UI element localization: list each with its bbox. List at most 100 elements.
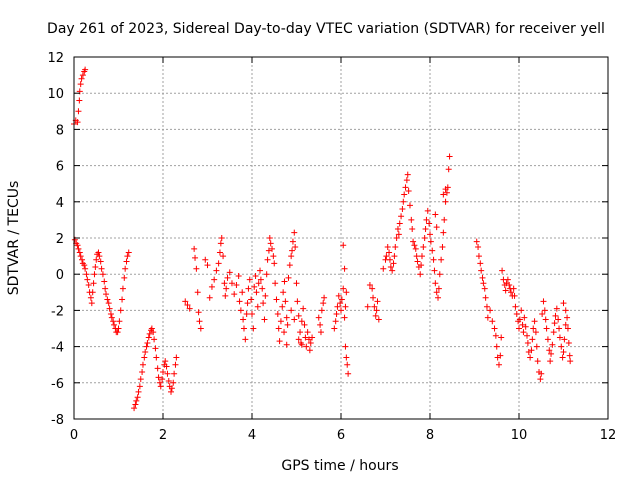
data-point [292, 244, 299, 251]
y-tick-label: 6 [56, 160, 64, 175]
data-point [539, 311, 546, 318]
data-point [502, 287, 509, 294]
data-point [279, 303, 286, 310]
y-tick-label: 8 [56, 123, 64, 138]
data-point [170, 379, 177, 386]
data-point [192, 254, 199, 261]
data-point [305, 336, 312, 343]
data-point [433, 224, 440, 231]
data-point [257, 276, 264, 283]
data-point [403, 177, 410, 184]
data-point [400, 198, 407, 205]
data-point [108, 314, 115, 321]
data-point [527, 354, 534, 361]
data-point [196, 318, 203, 325]
x-tick-label: 0 [70, 428, 78, 443]
data-point [197, 325, 204, 332]
data-point [95, 249, 102, 256]
data-point [484, 314, 491, 321]
data-point [482, 294, 489, 301]
data-point [115, 325, 122, 332]
data-point [293, 280, 300, 287]
data-point [332, 318, 339, 325]
data-point [372, 312, 379, 319]
data-point [548, 350, 555, 357]
data-point [427, 231, 433, 238]
data-point [439, 244, 446, 251]
data-point [394, 225, 401, 232]
data-point [390, 260, 397, 267]
data-point [405, 187, 412, 194]
data-point [566, 352, 573, 359]
data-point [134, 394, 141, 401]
data-point [160, 368, 166, 375]
data-point [74, 119, 81, 126]
y-tick-label: 0 [56, 268, 64, 283]
data-point [551, 320, 558, 327]
data-point [146, 330, 153, 337]
data-point [85, 282, 92, 289]
data-point [87, 294, 94, 301]
data-point [239, 289, 246, 296]
data-point [104, 296, 111, 303]
data-point [442, 186, 449, 193]
data-point [105, 300, 112, 307]
data-point [119, 285, 126, 292]
data-point [507, 289, 514, 296]
data-point [564, 325, 571, 332]
data-point [498, 334, 505, 341]
data-point [553, 305, 560, 312]
data-point [295, 312, 302, 319]
data-point [445, 166, 452, 173]
data-point [440, 229, 447, 236]
data-point [520, 329, 527, 336]
data-point [534, 358, 541, 365]
data-point [143, 343, 150, 350]
data-point [556, 325, 563, 332]
data-point [560, 349, 567, 356]
x-axis-label: GPS time / hours [281, 458, 398, 474]
x-tick-label: 4 [248, 428, 256, 443]
data-point [168, 388, 175, 395]
data-point [369, 285, 376, 292]
data-point [556, 334, 563, 341]
data-point [81, 262, 88, 269]
data-point [559, 354, 566, 361]
data-point [418, 262, 425, 269]
data-point [269, 245, 276, 252]
data-point [432, 211, 439, 218]
y-tick-label: 4 [56, 196, 64, 211]
data-point [421, 235, 428, 241]
data-point [389, 267, 396, 274]
data-point [237, 307, 244, 314]
data-point [114, 329, 121, 336]
data-point [265, 247, 272, 254]
data-point [228, 280, 235, 287]
data-point [220, 253, 227, 260]
data-point [289, 247, 296, 254]
data-points [71, 66, 574, 412]
data-point [131, 405, 138, 412]
data-point [184, 301, 191, 308]
data-point [271, 260, 278, 267]
data-point [286, 262, 293, 269]
data-point [267, 240, 274, 247]
data-point [240, 316, 247, 323]
data-point [499, 267, 506, 274]
data-point [226, 269, 233, 276]
data-point [154, 365, 161, 372]
data-point [478, 267, 485, 274]
data-point [435, 285, 442, 292]
data-point [92, 263, 99, 270]
data-point [547, 358, 554, 365]
data-point [387, 263, 394, 270]
data-point [250, 325, 257, 332]
data-point [489, 318, 496, 325]
data-point [164, 370, 171, 377]
data-point [282, 298, 289, 305]
data-point [340, 242, 347, 249]
data-point [291, 316, 298, 323]
data-point [235, 273, 242, 280]
data-point [519, 321, 526, 328]
data-point [110, 318, 117, 325]
